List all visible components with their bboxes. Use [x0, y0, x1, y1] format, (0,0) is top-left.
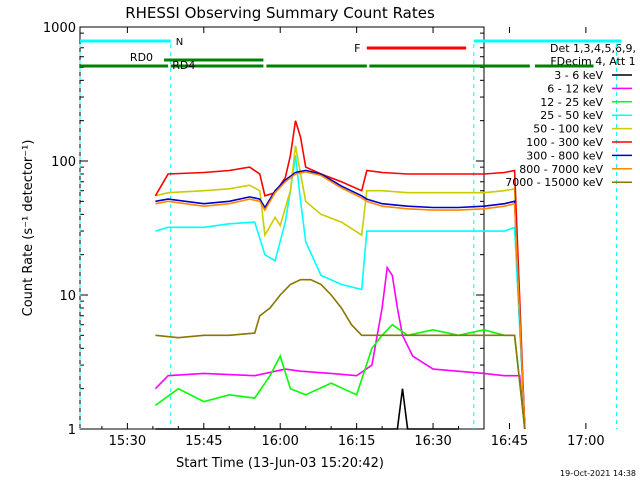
series-line-1	[154, 265, 526, 430]
x-tick-label: 16:45	[491, 434, 528, 449]
y-tick-label: 1000	[43, 21, 76, 36]
legend-label: 100 - 300 keV	[526, 136, 603, 149]
series-line-8	[155, 278, 526, 430]
y-tick-label: 100	[51, 155, 76, 170]
x-tick-label: 16:30	[414, 434, 451, 449]
series-line-2	[154, 323, 526, 430]
y-tick-label: 10	[59, 289, 76, 304]
series-line-4	[155, 145, 526, 430]
legend-label: 12 - 25 keV	[540, 96, 603, 109]
legend-label: 800 - 7000 keV	[519, 163, 603, 176]
y-axis-label: Count Rate (s⁻¹ detector⁻¹)	[21, 140, 36, 317]
legend-label: 300 - 800 keV	[526, 149, 603, 162]
y-tick-label: 1	[68, 423, 76, 438]
x-tick-label: 16:15	[338, 434, 375, 449]
legend-label: 6 - 12 keV	[547, 82, 603, 95]
legend-label: 25 - 50 keV	[540, 109, 603, 122]
series-line-5	[154, 120, 526, 430]
x-tick-label: 15:30	[109, 434, 146, 449]
legend-header-line-1: Det 1,3,4,5,6,9,	[550, 42, 636, 55]
chart-title: RHESSI Observing Summary Count Rates	[125, 4, 435, 22]
x-tick-label: 17:00	[567, 434, 604, 449]
legend-label: 7000 - 15000 keV	[505, 176, 603, 189]
legend-label: 50 - 100 keV	[533, 123, 603, 136]
plot-frame	[79, 26, 485, 430]
series-line-6	[155, 169, 526, 430]
rd0-label: RD0	[130, 51, 153, 64]
x-axis-label: Start Time (13-Jun-03 15:20:42)	[176, 456, 384, 471]
legend-label: 3 - 6 keV	[554, 69, 603, 82]
series-line-7	[155, 170, 526, 430]
night-label: N	[176, 37, 183, 48]
series-line-3	[155, 155, 526, 430]
x-tick-label: 16:00	[261, 434, 298, 449]
series-line-0	[155, 388, 459, 430]
x-tick-label: 15:45	[185, 434, 222, 449]
flare-label: F	[354, 42, 360, 55]
rd4-label: RD4	[172, 59, 195, 72]
footer-timestamp: 19-Oct-2021 14:38	[560, 469, 636, 478]
